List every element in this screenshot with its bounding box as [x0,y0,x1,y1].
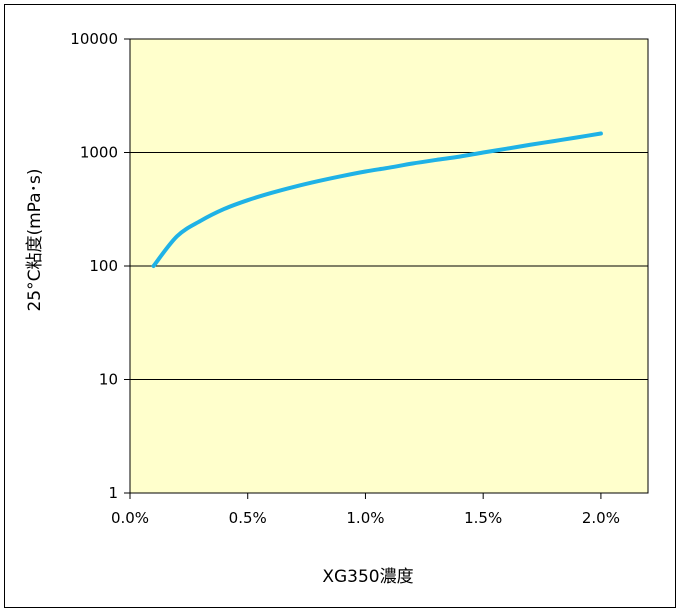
y-tick-label: 1 [108,484,118,502]
x-tick-label: 2.0% [582,509,620,527]
y-tick-label: 10000 [70,30,118,48]
x-tick-label: 1.5% [464,509,502,527]
y-tick-labels: 1 10 100 1000 10000 [70,30,130,502]
y-tick-label: 1000 [80,144,118,162]
x-tick-label: 1.0% [346,509,384,527]
x-tick-label: 0.0% [111,509,149,527]
x-tick-label: 0.5% [229,509,267,527]
gridlines [130,38,648,494]
y-tick-label: 10 [99,371,118,389]
x-axis-title: XG350濃度 [322,567,413,587]
y-tick-label: 100 [89,257,118,275]
series-line [151,131,603,268]
y-axis-title: 25°C粘度(mPa･s) [25,168,45,311]
x-tick-labels: 0.0% 0.5% 1.0% 1.5% 2.0% [111,493,620,527]
